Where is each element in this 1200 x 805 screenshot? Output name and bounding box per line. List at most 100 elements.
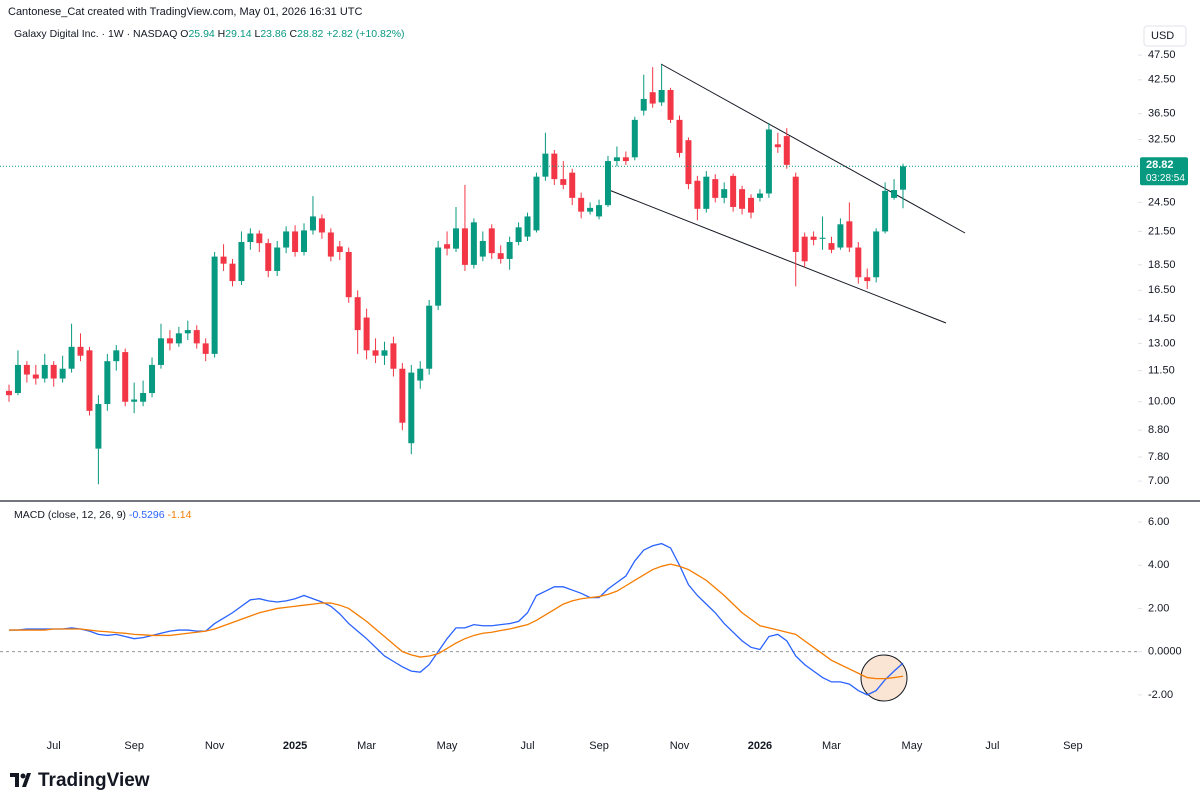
legend-title: Galaxy Digital Inc. · 1W · NASDAQ (14, 28, 177, 40)
candle-body (363, 317, 370, 351)
candle-body (470, 222, 477, 265)
x-tick-label: Mar (357, 740, 376, 752)
candle-body (390, 343, 397, 369)
candle-body (578, 197, 585, 212)
candle-body (417, 368, 424, 381)
candle-body (783, 136, 790, 165)
legend-key: C (290, 28, 298, 40)
legend-value: 25.94 (188, 28, 214, 40)
y-tick-label: 2.00 (1148, 602, 1169, 614)
candle-body (345, 252, 352, 298)
x-tick-label: Jul (47, 740, 61, 752)
legend-value: 28.82 (297, 28, 323, 40)
candle-body (23, 364, 30, 375)
trend-line (660, 63, 966, 234)
y-tick-label: 47.50 (1148, 49, 1176, 61)
x-tick-label: May (437, 740, 458, 752)
y-tick-label: 4.00 (1148, 559, 1169, 571)
macd-legend: MACD (close, 12, 26, 9) -0.5296 -1.14 (14, 509, 192, 521)
candle-body (354, 297, 361, 331)
currency: USD (1151, 30, 1174, 42)
candle-body (95, 403, 102, 449)
candle-body (265, 243, 272, 271)
candle-body (622, 157, 629, 162)
logo-icon (10, 773, 31, 787)
candle-body (765, 129, 772, 194)
y-tick-label: 6.00 (1148, 516, 1169, 528)
candle-body (211, 256, 218, 354)
candle-body (157, 338, 164, 365)
candle-body (801, 236, 808, 262)
candle-body (32, 374, 39, 379)
legend-line: Galaxy Digital Inc. · 1W · NASDAQ O25.94… (14, 28, 405, 40)
y-tick-label: 0.0000 (1148, 646, 1182, 658)
y-tick-label: 13.00 (1148, 337, 1176, 349)
candle-body (640, 98, 647, 111)
candle-body (676, 119, 683, 153)
candle-body (479, 240, 486, 257)
y-tick-label: 8.80 (1148, 424, 1169, 436)
candle-body (569, 172, 576, 198)
candle-body (533, 176, 540, 231)
candle-body (846, 221, 853, 248)
candle-body (873, 231, 880, 278)
candle-body (524, 216, 531, 237)
candle-body (166, 338, 173, 344)
candle-body (712, 179, 719, 198)
candle-body (604, 161, 611, 206)
candle-body (631, 119, 638, 158)
y-tick-label: 7.80 (1148, 451, 1169, 463)
candle-body (6, 390, 12, 396)
candle-body (408, 372, 415, 444)
legend-value: 29.14 (225, 28, 251, 40)
candle-body (453, 228, 459, 249)
candle-body (175, 333, 182, 344)
candle-body (184, 330, 191, 334)
candle-body (587, 207, 594, 212)
candle-body (542, 153, 549, 177)
candle-body (694, 180, 701, 209)
y-tick-label: 16.50 (1148, 284, 1176, 296)
candle-body (122, 352, 129, 402)
candle-body (792, 176, 799, 253)
y-tick-label: 7.00 (1148, 475, 1169, 487)
candle-body (77, 346, 84, 356)
candle-body (703, 176, 710, 209)
legend-value: 23.86 (260, 28, 286, 40)
price-legend: Galaxy Digital Inc. · 1W · NASDAQ O25.94… (14, 28, 405, 40)
candle-body (14, 364, 21, 394)
attribution: Cantonese_Cat created with TradingView.c… (8, 6, 362, 18)
y-tick-label: 10.00 (1148, 396, 1176, 408)
candle-body (596, 205, 603, 217)
candle-body (274, 247, 281, 271)
macd-value: -1.14 (168, 509, 192, 521)
candle-body (256, 233, 263, 244)
candle-body (748, 197, 755, 213)
logo-text: TradingView (38, 770, 150, 791)
candle-body (497, 253, 504, 259)
macd-title: MACD (close, 12, 26, 9) (14, 509, 126, 521)
last-price-label: 28.82 (1146, 159, 1174, 171)
countdown: 03:28:54 (1146, 173, 1185, 184)
legend-change: +2.82 (+10.82%) (326, 28, 404, 40)
y-tick-label: 42.50 (1148, 74, 1176, 86)
logo: TradingView (10, 770, 150, 791)
candle-body (399, 368, 406, 423)
candle-body (613, 157, 620, 162)
candle-body (113, 350, 120, 362)
candle-body (283, 231, 290, 248)
candle-body (327, 232, 334, 257)
candle-body (658, 89, 665, 103)
highlight-circle (860, 654, 908, 702)
candle-body (560, 179, 567, 185)
candle-body (649, 92, 656, 104)
candle-body (819, 237, 826, 239)
candle-body (220, 256, 227, 264)
candle-body (506, 242, 513, 259)
macd-line (9, 542, 904, 696)
candle-body (882, 190, 889, 232)
candle-body (292, 231, 299, 253)
candle-body (318, 218, 325, 233)
x-tick-label: Jul (520, 740, 534, 752)
